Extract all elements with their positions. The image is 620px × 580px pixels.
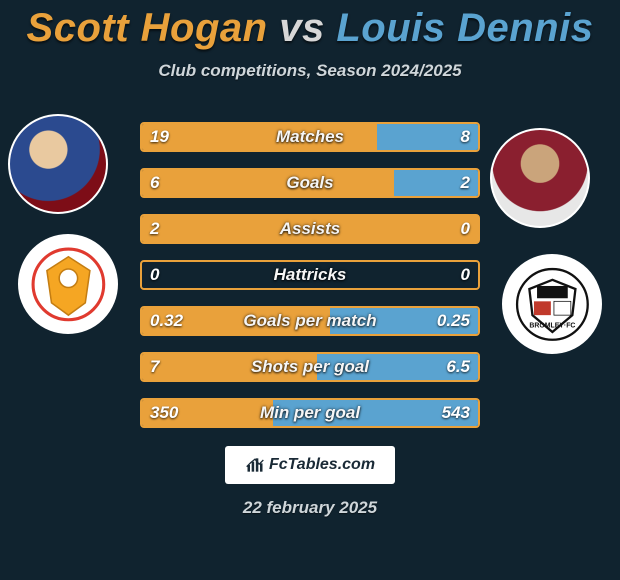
fctables-logo: FcTables.com xyxy=(225,446,395,484)
stat-fill-p2 xyxy=(330,308,478,334)
date: 22 february 2025 xyxy=(0,498,620,518)
player1-club-badge xyxy=(18,234,118,334)
stat-fill-p2 xyxy=(273,400,478,426)
stat-fill-p1 xyxy=(142,124,377,150)
stat-fill-p2 xyxy=(377,124,478,150)
stat-row: Min per goal350543 xyxy=(140,398,480,428)
player1-photo xyxy=(8,114,108,214)
stat-row: Goals62 xyxy=(140,168,480,198)
player2-club-badge: BROMLEY·FC xyxy=(502,254,602,354)
comparison-title: Scott Hogan vs Louis Dennis xyxy=(0,0,620,51)
title-player1: Scott Hogan xyxy=(27,6,268,50)
stat-fill-p1 xyxy=(142,170,394,196)
stat-row: Goals per match0.320.25 xyxy=(140,306,480,336)
logo-text: FcTables.com xyxy=(269,456,375,474)
title-player2: Louis Dennis xyxy=(336,6,593,50)
svg-text:BROMLEY·FC: BROMLEY·FC xyxy=(529,322,575,329)
stat-fill-p2 xyxy=(394,170,478,196)
stat-fill-p1 xyxy=(142,216,478,242)
stat-fill-p2 xyxy=(317,354,478,380)
stat-fill-p1 xyxy=(142,400,273,426)
stat-row: Assists20 xyxy=(140,214,480,244)
stat-fill-p1 xyxy=(142,354,317,380)
chart-icon xyxy=(245,455,265,475)
stat-row: Shots per goal76.5 xyxy=(140,352,480,382)
stat-track xyxy=(140,260,480,290)
player2-photo xyxy=(490,128,590,228)
stat-row: Hattricks00 xyxy=(140,260,480,290)
stat-fill-p1 xyxy=(142,308,330,334)
stats-bars: Matches198 Goals62 Assists20 Hattricks00 Goa… xyxy=(140,122,480,444)
subtitle: Club competitions, Season 2024/2025 xyxy=(0,61,620,81)
stat-row: Matches198 xyxy=(140,122,480,152)
title-vs: vs xyxy=(279,6,325,50)
